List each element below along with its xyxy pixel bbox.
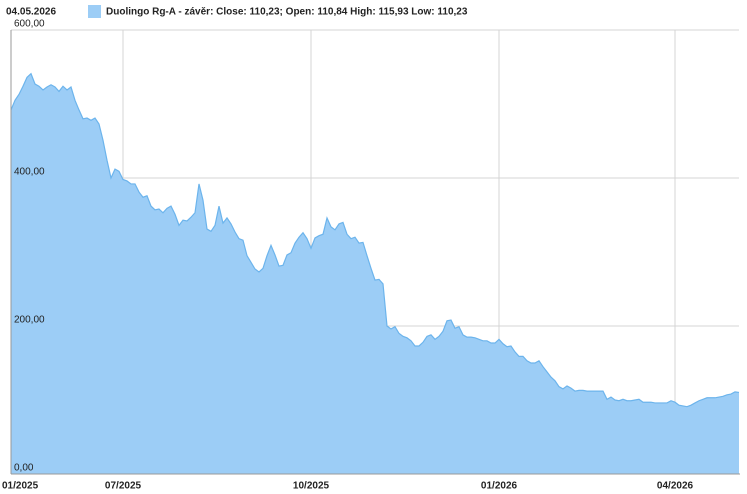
area-line — [10, 72, 740, 408]
date-label: 04.05.2026 — [6, 7, 56, 18]
y-tick-label: 600,00 — [14, 19, 45, 30]
y-tick-label: 200,00 — [14, 315, 45, 326]
x-tick-label: 01/2025 — [2, 481, 39, 492]
y-tick-label: 0,00 — [14, 463, 34, 474]
y-tick-label: 400,00 — [14, 167, 45, 178]
legend-swatch — [88, 5, 101, 18]
x-tick-label: 10/2025 — [293, 481, 330, 492]
x-tick-label: 07/2025 — [105, 481, 142, 492]
legend-label: Duolingo Rg-A - závěr: Close: 110,23; Op… — [106, 7, 468, 18]
x-tick-label: 04/2026 — [657, 481, 694, 492]
area — [11, 73, 739, 474]
x-tick-label: 01/2026 — [481, 481, 518, 492]
